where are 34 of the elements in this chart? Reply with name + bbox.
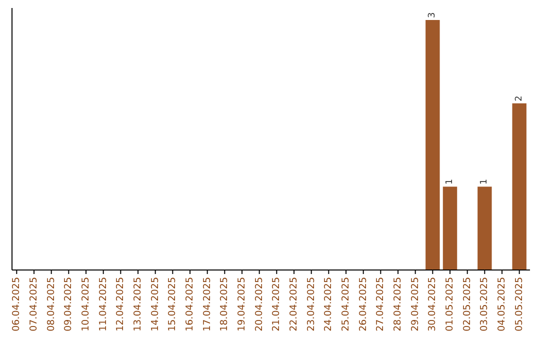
data-label: 3 [428,12,438,18]
x-tick-label: 14.04.2025 [150,277,161,332]
x-tick-label: 01.05.2025 [444,277,456,332]
x-tick-label: 16.04.2025 [184,277,196,332]
x-tick-label: 26.04.2025 [358,277,369,332]
x-tick-label: 29.04.2025 [410,277,421,332]
x-tick-label: 04.05.2025 [496,277,508,332]
x-tick-label: 07.04.2025 [28,277,40,332]
x-tick-label: 24.04.2025 [323,277,334,332]
x-tick-label: 02.05.2025 [462,277,473,332]
x-tick-label: 25.04.2025 [340,277,352,332]
x-tick-label: 20.04.2025 [254,277,265,332]
x-tick-label: 03.05.2025 [479,277,490,332]
x-tick-label: 11.04.2025 [98,277,109,332]
x-tick-label: 23.04.2025 [306,277,317,332]
x-tick-label: 05.05.2025 [514,277,525,332]
data-label: 1 [445,178,455,185]
x-tick-label: 06.04.2025 [11,277,22,332]
x-tick-label: 28.04.2025 [392,277,404,332]
x-tick-label: 13.04.2025 [132,277,144,332]
x-tick-label: 12.04.2025 [115,277,126,332]
x-tick-label: 22.04.2025 [288,277,300,332]
x-tick-label: 19.04.2025 [236,277,248,332]
x-tick-label: 21.04.2025 [271,277,282,332]
x-tick-label: 15.04.2025 [167,277,178,332]
x-tick-label: 30.04.2025 [427,277,438,332]
x-tick-label: 10.04.2025 [80,277,92,332]
x-tick-label: 17.04.2025 [202,277,213,332]
data-label: 2 [514,96,524,102]
data-label: 1 [480,178,490,185]
x-tick-label: 08.04.2025 [46,277,57,332]
x-tick-label: 09.04.2025 [63,277,74,332]
x-tick-label: 27.04.2025 [375,277,386,332]
x-tick-label: 18.04.2025 [219,277,230,332]
